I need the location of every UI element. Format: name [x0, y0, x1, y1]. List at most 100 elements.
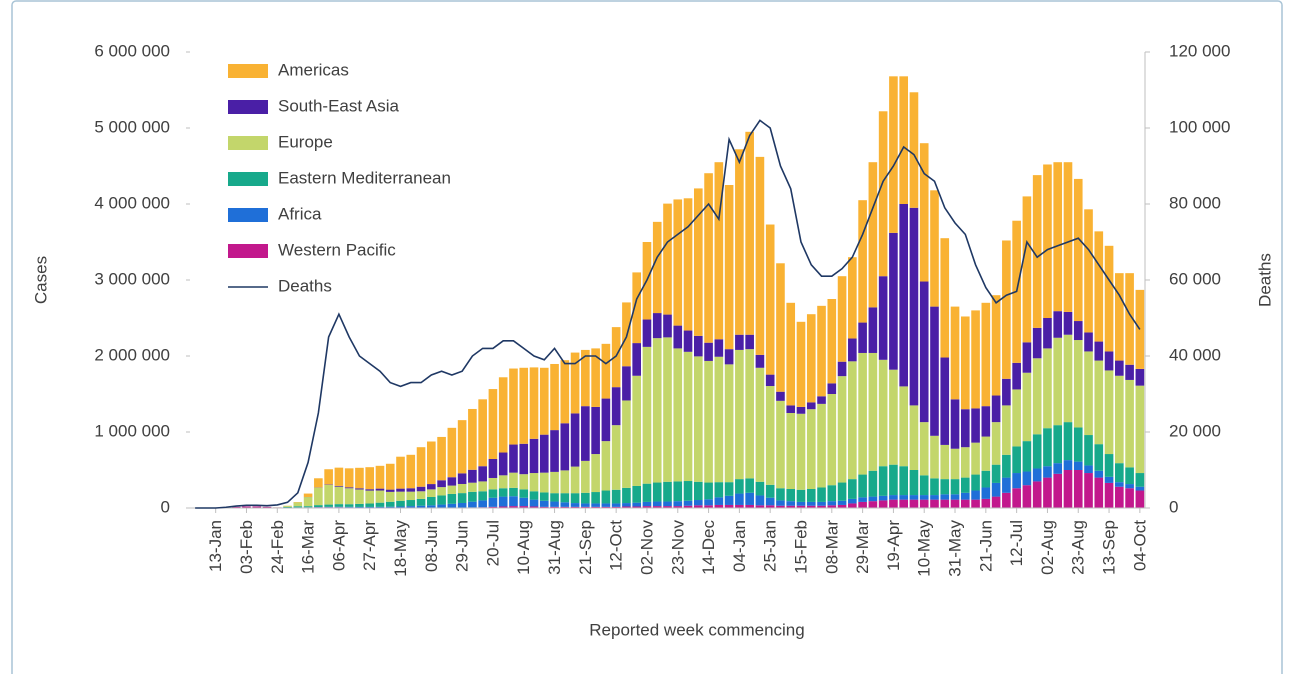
bar-segment [642, 506, 652, 508]
bar-segment [498, 452, 508, 476]
legend-label: Americas [278, 60, 349, 79]
bar-segment [1094, 444, 1104, 471]
bar-segment [971, 490, 980, 500]
bar-segment [848, 338, 857, 362]
bar-segment [396, 500, 405, 507]
bar-segment [724, 349, 734, 365]
bar-segment [1073, 321, 1083, 341]
bar-segment [735, 149, 744, 335]
bar-segment [981, 487, 991, 499]
bar-segment [848, 479, 857, 499]
x-tick-label: 14-Dec [699, 520, 718, 575]
legend-swatch [228, 244, 268, 258]
bar-segment [1094, 360, 1104, 445]
bar-segment [427, 505, 436, 508]
bar-segment [868, 501, 878, 508]
bar-segment [837, 504, 847, 508]
bar-segment [1063, 470, 1073, 508]
x-tick-label: 06-Apr [329, 520, 348, 571]
bar-segment [848, 257, 857, 339]
bar-segment [1063, 311, 1073, 335]
bar-segment [437, 495, 446, 505]
bar-segment [622, 487, 631, 504]
bar-segment [622, 506, 631, 508]
bar-segment [940, 238, 950, 358]
bar-segment [878, 466, 888, 496]
bar-segment [930, 190, 939, 307]
bar-segment [714, 504, 724, 508]
bar-segment [591, 406, 600, 455]
bar-segment [1043, 428, 1052, 467]
bar-segment [837, 482, 847, 501]
bar-segment [1084, 332, 1093, 352]
bar-segment [293, 506, 303, 508]
bar-segment [1094, 477, 1104, 508]
bar-segment [529, 367, 539, 439]
bar-segment [1084, 209, 1093, 333]
bar-segment [806, 505, 816, 508]
bar-segment [806, 314, 816, 403]
bar-segment [755, 495, 765, 506]
bar-segment [765, 374, 775, 387]
bar-segment [663, 506, 672, 508]
x-tick-label: 04-Oct [1130, 520, 1149, 571]
bar-segment [714, 497, 724, 505]
bar-segment [560, 493, 570, 503]
bar-segment [981, 406, 991, 437]
bar-segment [365, 490, 375, 504]
bar-segment [468, 408, 477, 470]
bar-segment [663, 314, 672, 338]
bar-segment [539, 434, 549, 473]
bar-segment [930, 306, 939, 436]
bar-segment [1135, 490, 1145, 508]
legend-label: Deaths [278, 276, 332, 295]
bar-segment [909, 207, 919, 406]
bar-segment [1032, 434, 1042, 469]
bar-segment [652, 338, 662, 483]
bar-segment [683, 500, 693, 506]
bar-segment [652, 506, 662, 508]
bar-segment [1104, 245, 1114, 352]
bar-segment [385, 463, 395, 490]
bar-segment [519, 443, 529, 475]
bar-segment [488, 458, 498, 478]
bar-segment [385, 491, 395, 502]
bar-segment [724, 364, 734, 483]
bar-segment [960, 316, 970, 410]
bar-segment [601, 398, 611, 442]
bar-segment [930, 495, 939, 500]
bar-segment [632, 502, 642, 507]
bar-segment [991, 422, 1001, 465]
bar-segment [539, 506, 549, 508]
bar-segment [693, 505, 703, 508]
bar-segment [529, 473, 539, 492]
bar-segment [745, 504, 754, 508]
bar-segment [457, 493, 467, 503]
bar-segment [1073, 461, 1083, 470]
bar-segment [868, 496, 878, 502]
bar-segment [581, 506, 590, 508]
bar-segment [981, 302, 991, 407]
bar-segment [581, 349, 590, 407]
bar-segment [745, 492, 754, 505]
bar-segment [950, 494, 960, 500]
bar-segment [1115, 486, 1124, 508]
bar-segment [396, 491, 405, 501]
bar-segment [960, 492, 970, 500]
bar-segment [827, 505, 837, 508]
bar-segment [786, 501, 796, 506]
legend-swatch [228, 172, 268, 186]
bar-segment [1104, 482, 1114, 508]
bar-segment [714, 339, 724, 357]
bar-segment [848, 503, 857, 508]
bar-segment [375, 488, 385, 491]
bar-segment [704, 173, 713, 343]
bar-segment [1063, 460, 1073, 470]
bar-segment [981, 470, 991, 488]
bar-segment [560, 502, 570, 507]
bar-segment [765, 386, 775, 485]
bar-segment [529, 438, 539, 474]
bar-segment [704, 360, 713, 483]
bar-segment [488, 477, 498, 490]
bar-segment [1002, 454, 1011, 478]
